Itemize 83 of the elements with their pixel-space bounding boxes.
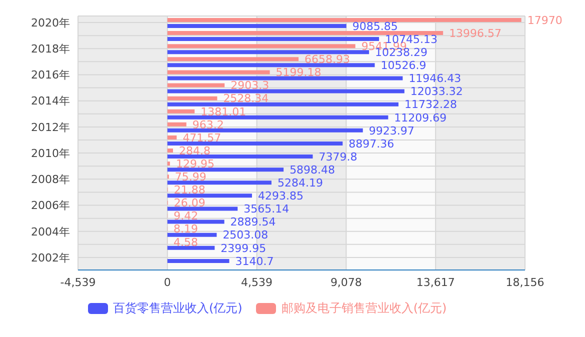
bar: [167, 232, 217, 237]
bar: [167, 89, 404, 94]
data-label: 284.8: [179, 144, 211, 158]
bar: [167, 220, 224, 224]
bar: [167, 141, 343, 146]
data-label: 2528.34: [223, 92, 269, 106]
bar: [167, 168, 284, 172]
data-label: 8897.36: [348, 137, 394, 150]
data-label: 4293.85: [258, 190, 304, 203]
x-tick-label: -4,539: [60, 276, 96, 289]
data-label: 21.88: [174, 184, 206, 197]
bar: [167, 57, 299, 62]
data-label: 26.09: [174, 196, 206, 210]
bar: [167, 70, 270, 74]
y-tick-label: 2016年: [31, 68, 70, 82]
y-tick-label: 2008年: [31, 173, 70, 186]
legend-label: 邮购及电子销售营业收入(亿元): [281, 300, 447, 317]
data-label: 75.99: [174, 170, 206, 184]
legend-label: 百货零售营业收入(亿元): [113, 300, 242, 317]
y-tick-label: 2002年: [31, 251, 70, 264]
bar: [167, 162, 170, 166]
data-label: 13996.57: [449, 26, 502, 40]
data-label: 3565.14: [244, 202, 290, 216]
data-label: 129.95: [176, 157, 214, 170]
data-label: 11732.28: [404, 98, 457, 112]
bar: [167, 37, 380, 42]
bar: [167, 115, 388, 120]
data-label: 1381.01: [200, 105, 246, 118]
data-label: 5199.18: [276, 66, 322, 80]
data-label: 2889.54: [230, 216, 276, 229]
bar: [167, 31, 444, 36]
bar: [167, 148, 174, 153]
bar: [167, 154, 313, 159]
data-label: 3140.7: [235, 254, 274, 268]
data-label: 5898.48: [290, 163, 336, 176]
y-tick-label: 2014年: [31, 94, 70, 108]
data-label: 17970: [527, 14, 562, 27]
y-tick-label: 2012年: [31, 120, 70, 134]
data-label: 6658.93: [304, 53, 350, 66]
x-tick-label: 4,539: [241, 276, 273, 289]
bar: [167, 102, 398, 106]
data-label: 2903.3: [230, 79, 270, 92]
data-label: 4.58: [173, 236, 198, 249]
bar: [167, 180, 272, 185]
y-tick-label: 2020年: [31, 16, 70, 30]
y-tick-label: 2018年: [31, 42, 70, 56]
data-label: 2503.08: [222, 228, 268, 242]
x-tick-label: 9,078: [330, 276, 362, 289]
bar: [167, 83, 225, 88]
x-tick-label: 18,156: [506, 276, 544, 289]
bar: [167, 122, 186, 126]
bar: [167, 63, 375, 68]
data-label: 8.19: [174, 222, 198, 236]
data-label: 9085.85: [352, 20, 398, 33]
data-label: 12033.32: [410, 85, 463, 98]
bar: [167, 194, 252, 198]
data-label: 7379.8: [318, 150, 358, 164]
bar: [167, 24, 346, 28]
bar: [167, 109, 195, 114]
bar: [167, 18, 522, 22]
bar: [167, 128, 363, 132]
bar: [167, 96, 218, 100]
bar: [167, 135, 177, 140]
y-tick-label: 2004年: [31, 225, 70, 238]
data-label: 11946.43: [408, 72, 462, 86]
y-tick-label: 2006年: [31, 199, 70, 212]
bar: [167, 44, 356, 48]
x-tick-label: 13,617: [416, 276, 455, 289]
bar: [167, 206, 238, 211]
data-label: 471.57: [182, 131, 222, 144]
data-label: 9.42: [174, 210, 198, 223]
bar: [167, 76, 403, 80]
data-label: 9923.97: [368, 124, 414, 138]
x-tick-label: 0: [164, 276, 171, 289]
data-label: 5284.19: [277, 176, 323, 190]
y-tick-label: 2010年: [31, 146, 70, 160]
data-label: 10526.9: [380, 59, 426, 72]
bar: [167, 258, 230, 263]
data-label: 963.2: [192, 118, 224, 132]
bar: [167, 246, 215, 250]
data-label: 2399.95: [220, 242, 266, 255]
data-label: 11209.69: [394, 111, 447, 124]
bar: [167, 50, 370, 54]
